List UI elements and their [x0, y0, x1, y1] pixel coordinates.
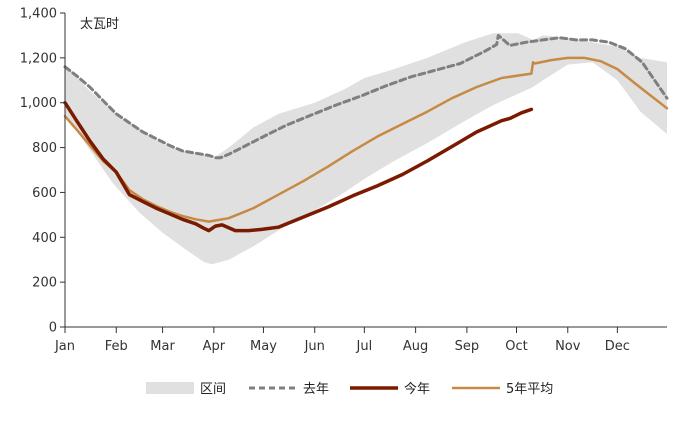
x-tick-label: Feb — [105, 339, 128, 354]
legend-label-range: 区间 — [200, 382, 226, 397]
x-tick-label: Nov — [555, 339, 581, 354]
legend-label-avg5: 5年平均 — [506, 382, 553, 397]
series-line-avg5 — [63, 56, 669, 223]
y-tick-label: 600 — [32, 186, 57, 201]
legend-label-this_year: 今年 — [404, 381, 430, 397]
legend: 区间 去年 今年 5年平均 — [146, 381, 553, 397]
unit-label: 太瓦时 — [80, 17, 119, 32]
x-tick-label: Sep — [455, 339, 480, 354]
x-tick-label: Oct — [505, 339, 527, 354]
range-band — [65, 33, 667, 265]
y-tick-label: 1,400 — [20, 7, 57, 22]
legend-label-last_year: 去年 — [303, 382, 329, 397]
series-line-last_year — [63, 33, 669, 160]
range-band-layer — [65, 33, 667, 265]
y-tick-label: 1,000 — [20, 96, 57, 111]
legend-swatch-range — [146, 382, 194, 394]
series-lines-layer — [63, 33, 669, 233]
y-tick-label: 1,200 — [20, 51, 57, 66]
y-tick-label: 400 — [32, 231, 57, 246]
x-tick-label: Aug — [403, 339, 428, 354]
x-tick-label: Mar — [150, 339, 175, 354]
x-tick-label: Apr — [203, 339, 226, 354]
x-tick-label: Jul — [356, 339, 373, 354]
axes-layer: 0 200 400 600 800 1,000 1,200 1,400 Jan Feb Mar Apr… — [20, 7, 667, 354]
x-tick-label: Jan — [54, 339, 75, 354]
y-tick-label: 200 — [32, 276, 57, 291]
x-tick-label: May — [250, 339, 277, 354]
y-tick-label: 0 — [49, 321, 57, 336]
series-line-this_year — [63, 100, 534, 233]
x-tick-label: Jun — [304, 339, 325, 354]
y-tick-label: 800 — [32, 141, 57, 156]
x-tick-label: Dec — [605, 339, 630, 354]
